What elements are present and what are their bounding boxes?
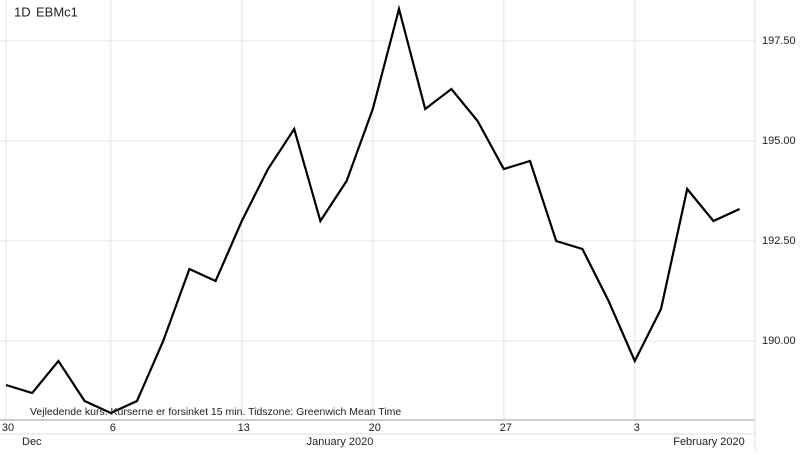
price-line [5, 4, 741, 415]
month-label: February 2020 [673, 436, 745, 448]
month-label: Dec [22, 436, 42, 448]
x-tick-label: 3 [634, 422, 640, 434]
y-tick-label: 190.00 [762, 335, 796, 347]
x-tick-label: 30 [2, 422, 14, 434]
x-tick-label: 13 [238, 422, 250, 434]
y-tick-label: 197.50 [762, 35, 796, 47]
footnote: Vejledende kurs. Kurserne er forsinket 1… [30, 406, 401, 418]
x-tick-label: 6 [110, 422, 116, 434]
x-tick-label: 20 [369, 422, 381, 434]
month-label: January 2020 [307, 436, 374, 448]
y-tick-label: 192.50 [762, 235, 796, 247]
symbol: EBMc1 [36, 4, 78, 19]
interval: 1D [14, 4, 31, 19]
y-tick-label: 195.00 [762, 135, 796, 147]
x-tick-label: 27 [500, 422, 512, 434]
